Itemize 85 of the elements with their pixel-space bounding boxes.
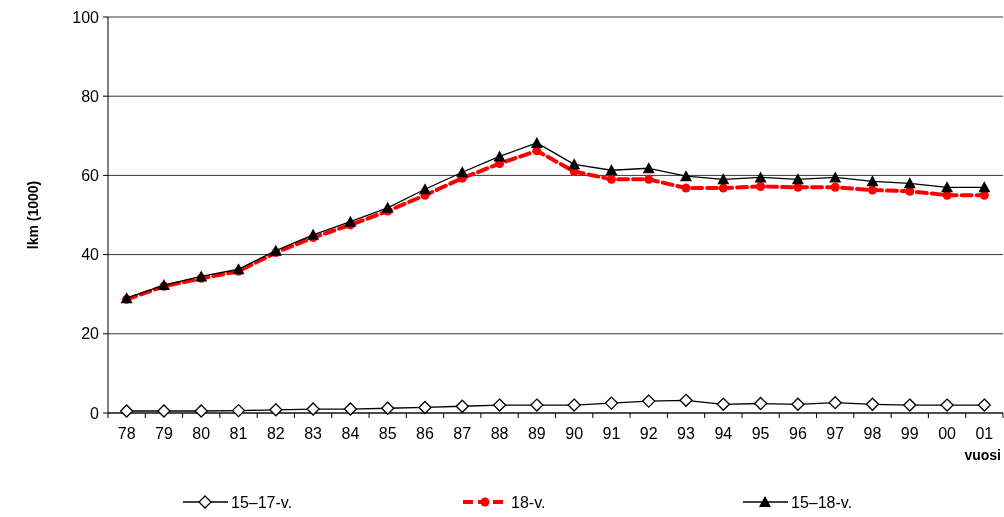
point bbox=[530, 398, 544, 412]
point bbox=[604, 396, 619, 410]
x-tick-label: 88 bbox=[490, 425, 509, 442]
point bbox=[680, 170, 693, 182]
point bbox=[231, 403, 246, 418]
point bbox=[567, 398, 581, 412]
x-tick-label: 97 bbox=[826, 425, 845, 442]
point bbox=[866, 175, 879, 187]
y-tick-label: 60 bbox=[81, 167, 100, 184]
point bbox=[681, 183, 691, 193]
y-axis-title: lkm (1000) bbox=[25, 180, 41, 250]
x-tick-label: 85 bbox=[378, 425, 397, 442]
point bbox=[642, 162, 655, 174]
point bbox=[456, 166, 469, 178]
point bbox=[718, 183, 728, 193]
point bbox=[194, 404, 208, 418]
point bbox=[492, 398, 507, 412]
point bbox=[644, 174, 654, 184]
point bbox=[418, 183, 431, 195]
x-tick-label: 87 bbox=[453, 425, 472, 442]
point bbox=[344, 215, 357, 227]
point bbox=[977, 398, 991, 412]
x-tick-label: 98 bbox=[863, 425, 882, 442]
point bbox=[978, 181, 991, 193]
x-tick-label: 96 bbox=[789, 425, 807, 442]
legend-label: 15–18-v. bbox=[791, 493, 853, 511]
x-tick-label: 89 bbox=[527, 425, 546, 442]
point bbox=[493, 150, 506, 162]
y-tick-label: 20 bbox=[81, 325, 100, 343]
x-tick-label: 84 bbox=[341, 425, 360, 442]
point bbox=[717, 173, 730, 185]
point bbox=[381, 401, 395, 415]
point bbox=[269, 244, 282, 256]
point bbox=[903, 177, 916, 189]
x-tick-label: 91 bbox=[602, 425, 621, 442]
point bbox=[903, 398, 917, 412]
y-tick-label: 0 bbox=[90, 404, 100, 422]
point bbox=[642, 394, 656, 408]
x-tick-label: 79 bbox=[155, 425, 173, 442]
x-tick-label: 81 bbox=[229, 425, 248, 442]
point bbox=[679, 393, 693, 407]
point bbox=[606, 174, 616, 184]
x-tick-label: 90 bbox=[565, 425, 584, 442]
point bbox=[753, 396, 768, 411]
x-tick-label: 01 bbox=[975, 425, 994, 442]
point bbox=[716, 397, 730, 411]
x-axis-title: vuosi bbox=[964, 447, 1001, 463]
x-tick-label: 80 bbox=[192, 425, 211, 442]
point bbox=[940, 398, 954, 412]
x-tick-label: 95 bbox=[751, 425, 770, 442]
x-tick-label: 93 bbox=[677, 425, 696, 442]
x-tick-label: 00 bbox=[938, 425, 957, 442]
x-tick-label: 94 bbox=[714, 425, 733, 442]
point bbox=[381, 201, 394, 213]
point bbox=[754, 171, 767, 183]
point bbox=[791, 173, 804, 185]
point bbox=[418, 400, 432, 415]
point bbox=[269, 403, 283, 417]
point bbox=[530, 136, 543, 148]
point bbox=[307, 228, 320, 240]
point bbox=[867, 185, 877, 195]
point bbox=[830, 182, 840, 192]
point bbox=[828, 396, 842, 410]
point bbox=[791, 397, 805, 411]
x-tick-label: 86 bbox=[416, 425, 434, 442]
point bbox=[865, 397, 880, 411]
legend-label: 18-v. bbox=[511, 493, 546, 511]
x-tick-label: 99 bbox=[900, 425, 919, 442]
point bbox=[829, 171, 842, 183]
y-tick-label: 80 bbox=[81, 87, 100, 105]
y-tick-label: 100 bbox=[72, 8, 100, 26]
point bbox=[756, 181, 766, 191]
point bbox=[120, 404, 134, 418]
point bbox=[455, 399, 469, 413]
x-tick-label: 92 bbox=[639, 425, 658, 442]
point bbox=[306, 402, 320, 416]
x-tick-label: 78 bbox=[117, 425, 136, 442]
point bbox=[605, 164, 618, 176]
legend-label: 15–17-v. bbox=[231, 493, 293, 511]
point bbox=[941, 181, 954, 193]
x-tick-label: 82 bbox=[266, 425, 285, 442]
point bbox=[343, 402, 358, 416]
point bbox=[568, 158, 581, 170]
x-tick-label: 83 bbox=[304, 425, 323, 442]
y-tick-label: 40 bbox=[81, 246, 100, 264]
